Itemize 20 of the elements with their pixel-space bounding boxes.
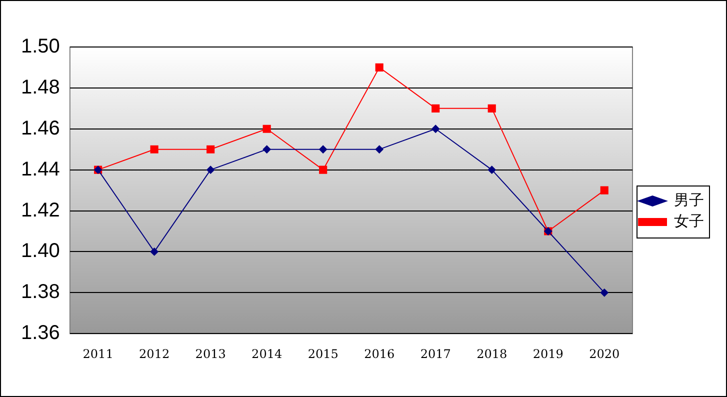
y-tick-label: 1.40 [20, 240, 60, 262]
x-tick-label: 2012 [139, 346, 170, 361]
y-tick-label: 1.38 [20, 281, 60, 304]
legend-label: 男子 [674, 190, 704, 209]
x-tick-label: 2011 [82, 346, 114, 361]
y-tick-label: 1.48 [20, 76, 60, 98]
y-tick-label: 1.44 [20, 158, 60, 180]
x-tick-label: 2019 [532, 346, 564, 361]
y-tick-label: 1.42 [20, 199, 60, 222]
y-tick-label: 1.46 [20, 117, 60, 140]
x-tick-label: 2018 [476, 346, 508, 361]
x-tick-label: 2014 [252, 346, 282, 361]
legend-label: 女子 [674, 212, 704, 230]
x-tick-label: 2016 [364, 346, 395, 361]
x-tick-label: 2017 [420, 346, 451, 361]
y-tick-label: 1.36 [20, 322, 60, 344]
x-tick-label: 2015 [308, 346, 338, 361]
x-tick-label: 2013 [195, 346, 226, 361]
y-tick-label: 1.50 [20, 36, 60, 58]
x-tick-label: 2020 [589, 346, 620, 361]
